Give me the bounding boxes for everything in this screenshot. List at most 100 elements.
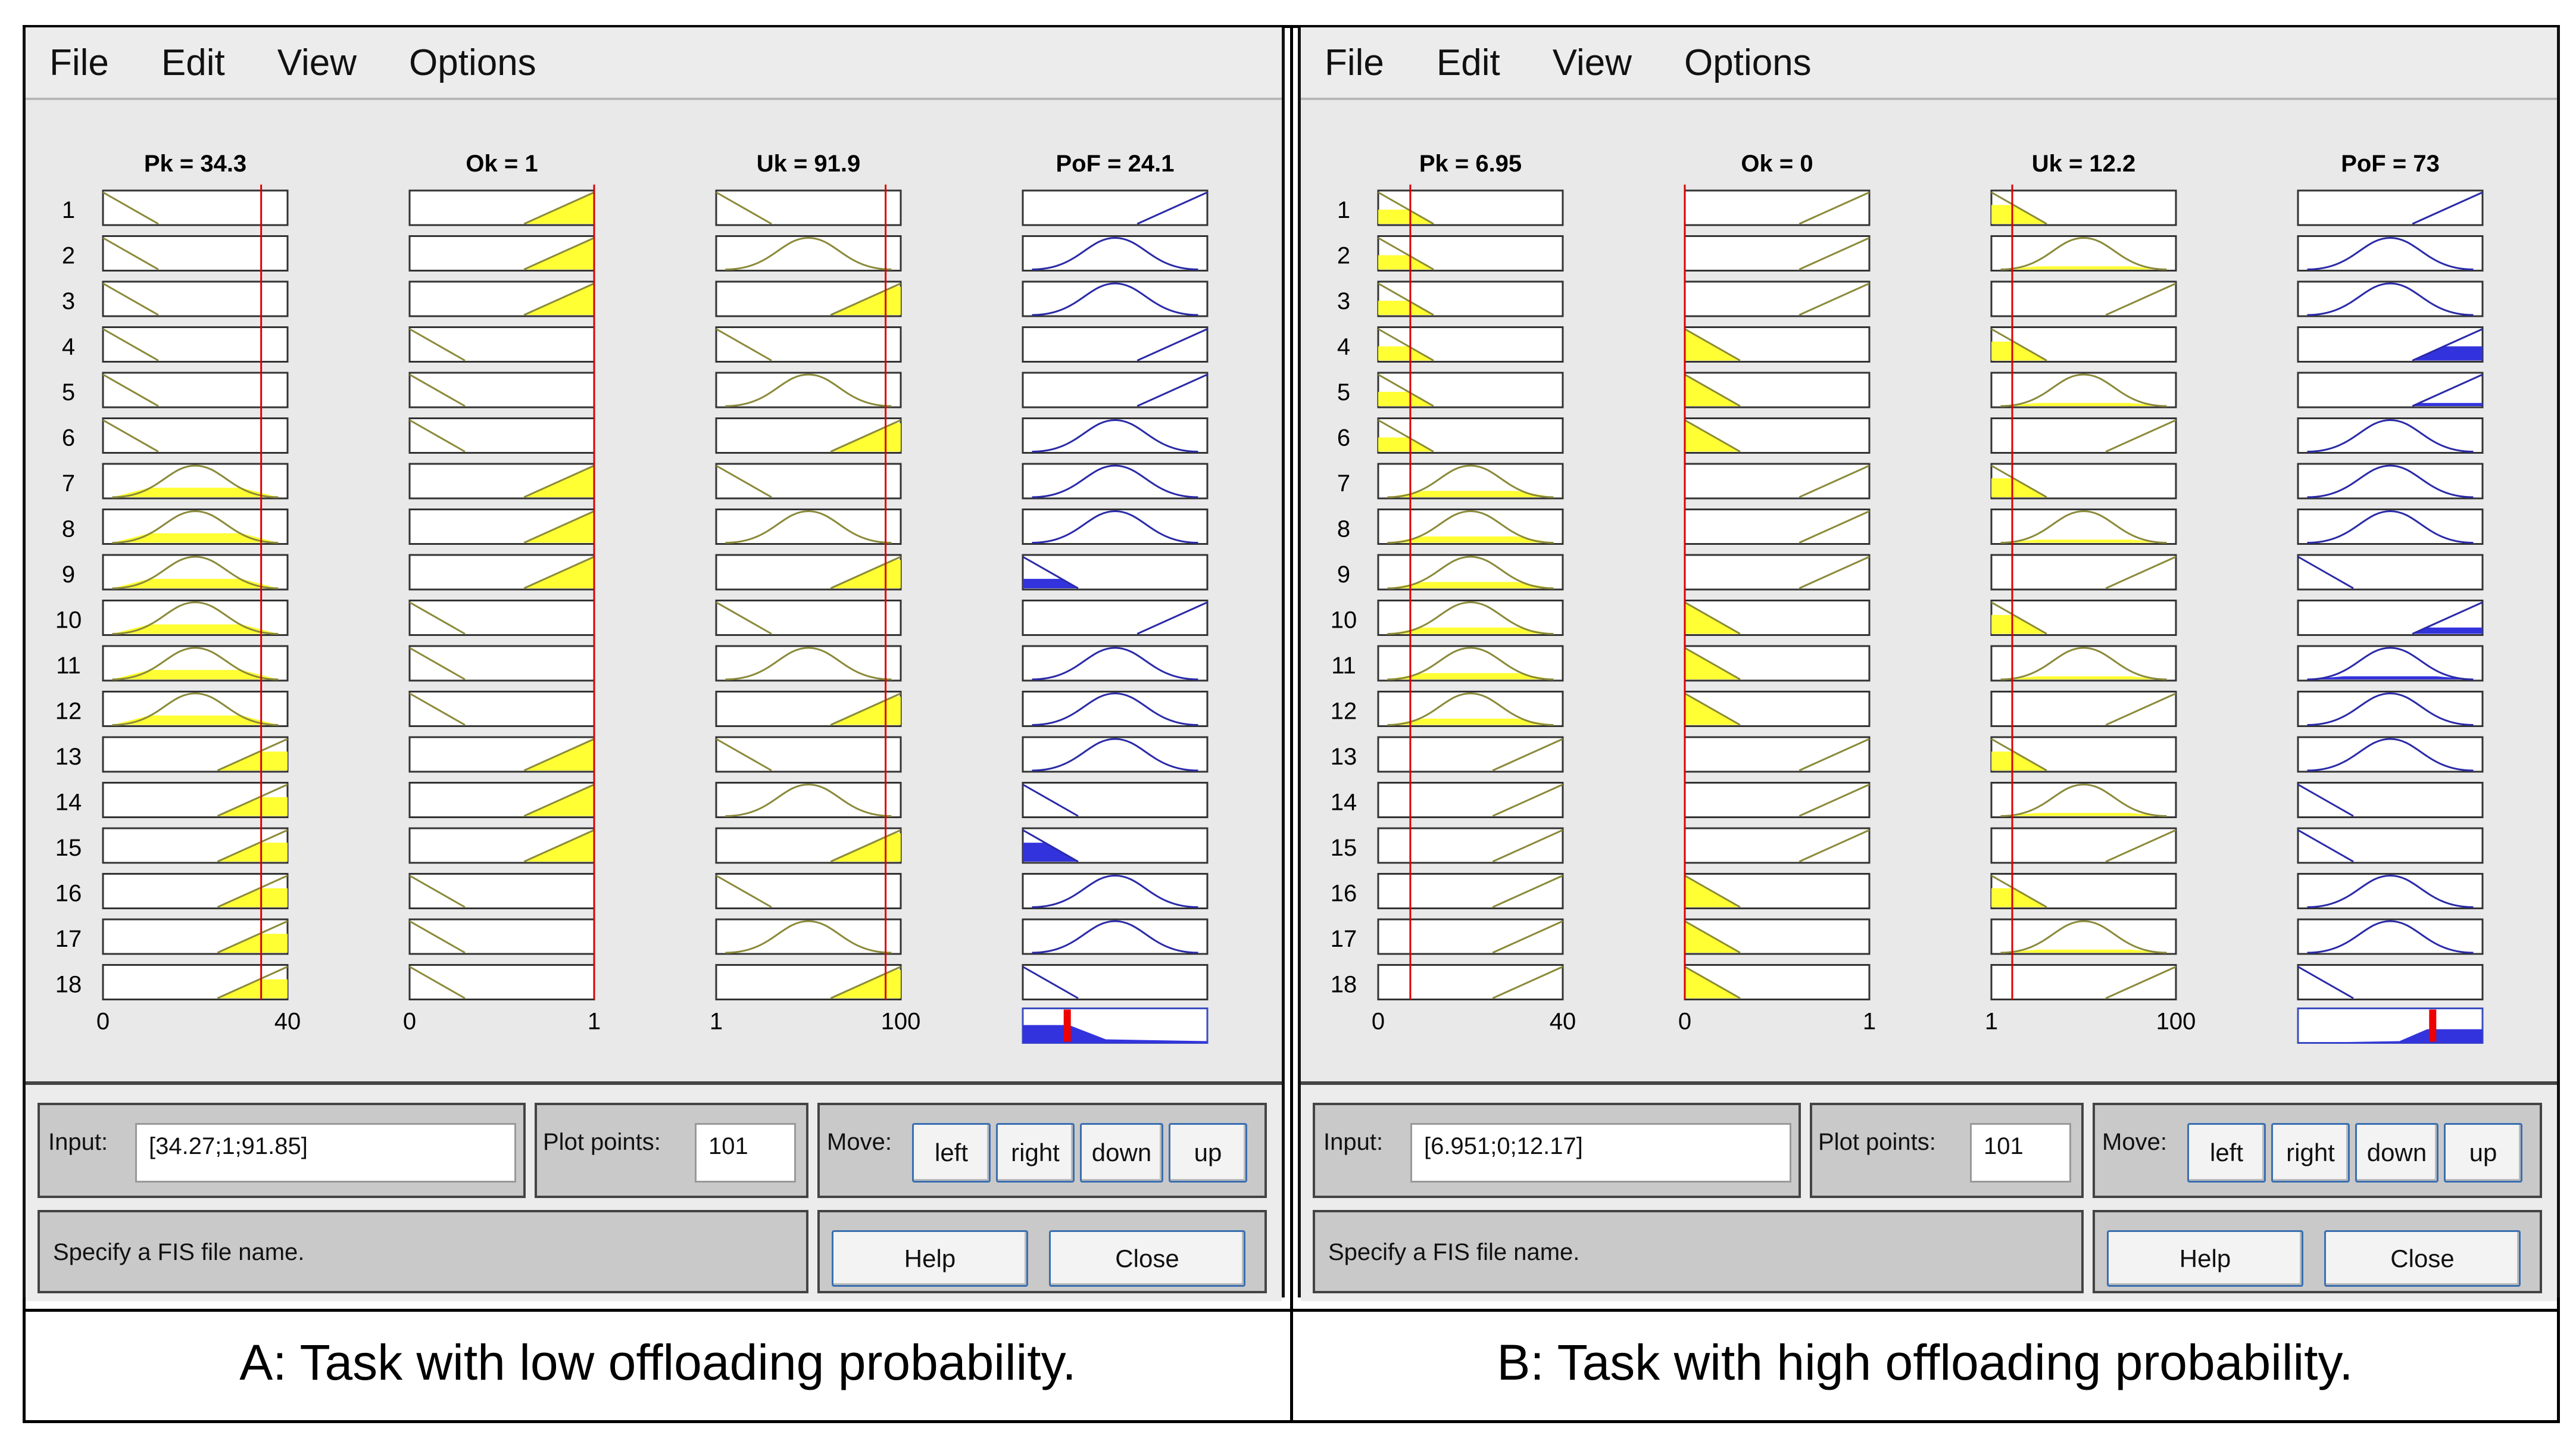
- membership-curve: [1032, 510, 1198, 544]
- rules-plot[interactable]: Pk = 6.95 Ok = 0 Uk = 12.2 PoF = 7312345678…: [1301, 100, 2557, 1085]
- membership-fill: [112, 579, 279, 588]
- membership-fill: [2000, 676, 2167, 679]
- rule-number: 15: [55, 835, 82, 861]
- rule-number: 5: [62, 379, 75, 405]
- output-fill: [2412, 403, 2483, 406]
- membership-curve: [1136, 373, 1208, 407]
- move-right-button[interactable]: right: [2271, 1123, 2350, 1183]
- menu-edit[interactable]: Edit: [1436, 42, 1500, 83]
- rule-number: 18: [55, 972, 82, 998]
- plot-points-field[interactable]: 101: [695, 1123, 796, 1183]
- membership-curve: [1387, 510, 1554, 544]
- move-down-button[interactable]: down: [1080, 1123, 1163, 1183]
- rule-cell: [1990, 964, 2177, 1000]
- rule-cell: [1684, 736, 1871, 773]
- membership-curve: [1136, 191, 1208, 225]
- rule-number: 5: [1337, 379, 1350, 405]
- rule-cell: [1684, 189, 1871, 226]
- help-button[interactable]: Help: [2107, 1230, 2303, 1287]
- membership-curve: [1032, 692, 1198, 726]
- move-right-button[interactable]: right: [996, 1123, 1075, 1183]
- caption-box-a: A: Task with low offloading probability.: [26, 1310, 1290, 1423]
- membership-curve: [523, 282, 595, 316]
- output-fill: [2412, 627, 2483, 634]
- rule-number: 15: [1331, 835, 1357, 861]
- rule-cell: [715, 189, 902, 226]
- rule-number: 2: [1337, 243, 1350, 269]
- membership-curve: [1387, 601, 1554, 635]
- rule-cell: [2297, 645, 2484, 682]
- plot-points-field[interactable]: 101: [1970, 1123, 2071, 1183]
- membership-fill: [1378, 301, 1434, 315]
- membership-curve: [1684, 920, 1741, 954]
- rule-cell: [1990, 509, 2177, 545]
- move-up-button[interactable]: up: [2444, 1123, 2522, 1183]
- rule-cell: [1377, 964, 1564, 1000]
- menu-file[interactable]: File: [1325, 42, 1384, 83]
- membership-curve: [523, 556, 595, 589]
- rule-cell: [715, 326, 902, 363]
- rule-cell: [1022, 189, 1209, 226]
- rule-cell: [1022, 873, 1209, 909]
- membership-curve: [1684, 601, 1741, 635]
- input-field[interactable]: [6.951;0;12.17]: [1410, 1123, 1791, 1183]
- membership-curve: [1798, 282, 1870, 316]
- rule-cell: [1377, 782, 1564, 818]
- close-button[interactable]: Close: [1049, 1230, 1245, 1287]
- move-left-button[interactable]: left: [912, 1123, 991, 1183]
- output-fill: [2412, 346, 2483, 361]
- rule-cell: [2297, 691, 2484, 727]
- membership-curve: [1991, 875, 2047, 908]
- membership-fill: [217, 979, 288, 999]
- axis-tick-max: 100: [881, 1009, 921, 1035]
- column-title: PoF = 73: [2341, 151, 2440, 177]
- rule-cell: [1684, 509, 1871, 545]
- move-up-button[interactable]: up: [1169, 1123, 1247, 1183]
- menu-edit[interactable]: Edit: [161, 42, 225, 83]
- rule-cell: [408, 417, 595, 454]
- membership-fill: [112, 670, 279, 679]
- rule-cell: [1377, 827, 1564, 864]
- menu-options[interactable]: Options: [1684, 42, 1812, 83]
- membership-curve: [1684, 693, 1741, 726]
- membership-curve: [1378, 237, 1434, 270]
- menu-view[interactable]: View: [1552, 42, 1632, 83]
- rules-plot[interactable]: Pk = 34.3 Ok = 1 Uk = 91.9 PoF = 24.1123456…: [26, 100, 1282, 1085]
- membership-curve: [725, 373, 892, 407]
- membership-curve: [1798, 784, 1870, 817]
- membership-fill: [1387, 536, 1554, 543]
- menu-options[interactable]: Options: [409, 42, 536, 83]
- output-fill: [2307, 676, 2474, 679]
- move-down-button[interactable]: down: [2355, 1123, 2438, 1183]
- membership-curve: [1991, 328, 2047, 361]
- move-left-button[interactable]: left: [2187, 1123, 2266, 1183]
- rule-number: 3: [62, 288, 75, 314]
- menu-file[interactable]: File: [49, 42, 109, 83]
- rule-number: 1: [62, 197, 75, 223]
- rule-number: 2: [62, 243, 75, 269]
- axis-tick-min: 0: [1372, 1009, 1385, 1035]
- membership-curve: [112, 464, 279, 498]
- rule-number: 18: [1331, 972, 1357, 998]
- membership-curve: [716, 738, 772, 772]
- membership-fill: [1387, 673, 1554, 679]
- membership-fill: [1387, 491, 1554, 497]
- membership-curve: [409, 328, 466, 361]
- membership-curve: [2000, 236, 2167, 270]
- membership-curve: [2307, 647, 2474, 681]
- membership-curve: [2307, 920, 2474, 954]
- membership-curve: [523, 237, 595, 270]
- move-label: Move:: [2102, 1129, 2167, 1155]
- input-field[interactable]: [34.27;1;91.85]: [135, 1123, 516, 1183]
- help-button[interactable]: Help: [832, 1230, 1028, 1287]
- close-button[interactable]: Close: [2324, 1230, 2521, 1287]
- rule-cell: [715, 463, 902, 500]
- menu-view[interactable]: View: [277, 42, 357, 83]
- column-title: Ok = 0: [1741, 151, 1813, 177]
- rule-cell: [715, 600, 902, 636]
- membership-curve: [725, 510, 892, 544]
- rule-cell: [2297, 873, 2484, 909]
- rule-cell: [1022, 372, 1209, 408]
- membership-curve: [112, 601, 279, 635]
- rule-cell: [1377, 918, 1564, 955]
